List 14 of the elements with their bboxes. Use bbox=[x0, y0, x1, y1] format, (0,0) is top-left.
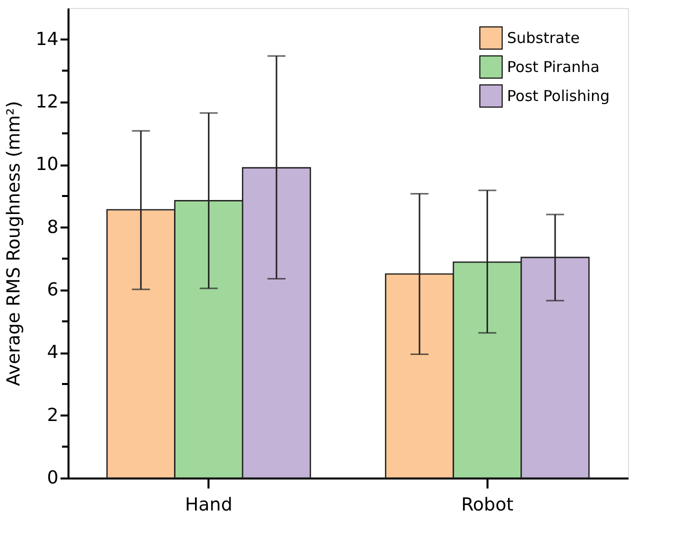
x-tick-label: Hand bbox=[184, 494, 232, 516]
y-tick-label: 4 bbox=[47, 342, 58, 364]
legend-label: Substrate bbox=[507, 29, 580, 47]
y-tick-label: 14 bbox=[36, 28, 58, 50]
y-tick-label: 0 bbox=[47, 468, 58, 488]
y-tick-label: 8 bbox=[47, 216, 58, 238]
legend-label: Post Polishing bbox=[507, 87, 610, 105]
y-axis-title: Average RMS Roughness (mm²) bbox=[4, 100, 25, 386]
y-tick-label: 2 bbox=[47, 404, 58, 426]
x-tick-label: Robot bbox=[461, 494, 514, 516]
y-tick-label: 12 bbox=[36, 92, 58, 112]
y-tick-label: 10 bbox=[36, 154, 58, 176]
legend-label: Post Piranha bbox=[507, 58, 600, 76]
y-tick-label: 6 bbox=[47, 280, 58, 300]
